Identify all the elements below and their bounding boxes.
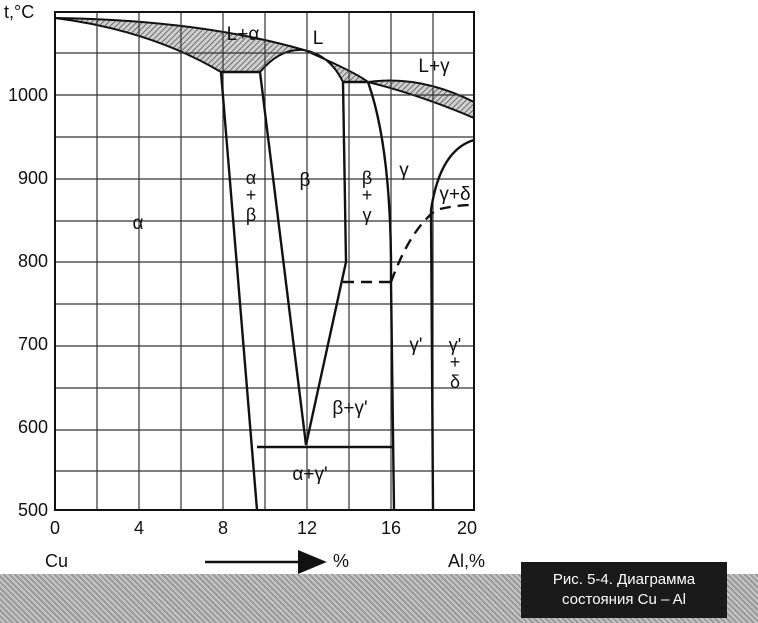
x-tick-label: 12	[297, 518, 317, 538]
y-tick-label: 500	[18, 500, 48, 520]
phase-label-l-alpha: L+α	[227, 24, 260, 45]
y-tick-label: 600	[18, 417, 48, 437]
phase-label-l: L	[313, 28, 324, 49]
x-mid-label: %	[333, 551, 349, 571]
x-tick-label: 4	[134, 518, 144, 538]
x-tick-label: 16	[381, 518, 401, 538]
beta-right-eutectoid-line	[304, 261, 348, 446]
stack-part: +	[450, 352, 461, 372]
phase-label-beta-gamma-prime: β+γ'	[332, 398, 367, 419]
stack-part: β	[362, 168, 372, 188]
order-transition-dashed	[389, 203, 475, 283]
alpha-solvus-line	[219, 71, 259, 511]
beta-gamma-left-line	[341, 81, 348, 263]
x-right-label: Al,%	[448, 551, 485, 571]
stack-part: +	[362, 185, 373, 205]
phase-boundaries	[219, 70, 475, 511]
x-tick-label: 0	[50, 518, 60, 538]
stack-part: +	[246, 185, 257, 205]
stack-part: α	[246, 168, 256, 188]
phase-label-gamma-delta: γ+δ	[439, 184, 470, 205]
gamma-right-boundary	[429, 138, 475, 211]
y-tick-label: 1000	[8, 85, 48, 105]
phase-label-alpha-gamma-prime: α+γ'	[292, 464, 327, 485]
y-tick-label: 900	[18, 168, 48, 188]
phase-label-gamma: γ	[399, 160, 409, 181]
stack-part: γ'	[449, 335, 461, 355]
figure-caption: Рис. 5-4. Диаграмма состояния Cu – Al	[521, 562, 727, 618]
y-tick-label: 800	[18, 251, 48, 271]
phase-label-alpha: α	[133, 213, 144, 234]
caption-line-1: Рис. 5-4. Диаграмма	[552, 571, 696, 588]
grid	[55, 12, 474, 510]
x-tick-labels: 0 4 8 12 16 20	[50, 518, 477, 538]
l-alpha-region	[54, 17, 305, 73]
plot-frame	[54, 11, 475, 511]
l-beta-region	[303, 49, 371, 83]
gamma-delta-vertical	[429, 209, 435, 511]
cu-al-phase-diagram: t,°C 500 600 700 800 900 1000 0 4 8 12 1…	[4, 2, 485, 574]
x-tick-label: 20	[457, 518, 477, 538]
phase-label-gamma-prime: γ'	[409, 335, 422, 356]
x-tick-label: 8	[218, 518, 228, 538]
phase-label-l-gamma: L+γ	[418, 56, 450, 77]
stack-part: β	[246, 205, 256, 225]
gamma-left-boundary	[366, 81, 396, 511]
phase-label-beta-gamma: β + γ	[362, 168, 373, 225]
l-gamma-region	[367, 79, 475, 120]
y-tick-label: 700	[18, 334, 48, 354]
phase-label-gammaprime-delta: γ' + δ	[449, 335, 461, 392]
y-tick-labels: 500 600 700 800 900 1000	[8, 85, 48, 520]
phase-label-alpha-beta: α + β	[246, 168, 257, 225]
beta-left-boundary	[258, 71, 308, 446]
y-axis-label: t,°C	[4, 2, 34, 22]
x-left-label: Cu	[45, 551, 68, 571]
caption-line-2: состояния Cu – Al	[562, 591, 686, 608]
phase-labels: α L+α L L+γ β γ γ+δ γ' β+γ' α+γ' α + β β…	[133, 24, 471, 485]
stack-part: γ	[363, 205, 372, 225]
phase-label-beta: β	[300, 170, 311, 191]
stack-part: δ	[450, 372, 460, 392]
